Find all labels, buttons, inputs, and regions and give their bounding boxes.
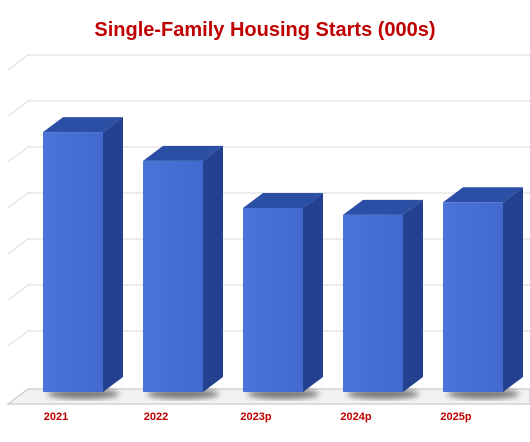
bar-front: [243, 208, 303, 392]
x-tick-label: 2021: [44, 411, 68, 423]
x-tick-label: 2024p: [340, 411, 371, 423]
bar-top: [243, 193, 323, 208]
bar-side: [103, 117, 123, 392]
x-tick-label: 2023p: [240, 411, 271, 423]
bar-side: [403, 199, 423, 392]
bar-top: [143, 145, 223, 161]
chart-title: Single-Family Housing Starts (000s): [94, 19, 436, 41]
bar-2022: [143, 145, 223, 399]
x-axis-labels: 2021 2022 2023p 2024p 2025p: [44, 411, 472, 423]
bar-2025p: [443, 187, 523, 399]
chart-bars: [43, 117, 523, 399]
bar-top: [343, 199, 423, 215]
bar-2021: [43, 117, 123, 399]
bar-2024p: [343, 199, 423, 399]
bar-top: [443, 187, 523, 203]
grid-line: [7, 54, 530, 71]
grid-line: [7, 100, 530, 117]
grid-line: [7, 192, 530, 209]
bar-side: [303, 193, 323, 392]
bar-side: [503, 187, 523, 392]
bar-side: [203, 145, 223, 392]
bar-2023p: [243, 193, 323, 399]
bar-top: [43, 117, 123, 133]
bar-front: [143, 160, 203, 392]
grid-line: [7, 146, 530, 163]
x-tick-label: 2022: [144, 411, 168, 423]
bar-front: [343, 214, 403, 392]
bar-front: [43, 132, 103, 392]
x-tick-label: 2025p: [440, 411, 471, 423]
bar-front: [443, 202, 503, 392]
